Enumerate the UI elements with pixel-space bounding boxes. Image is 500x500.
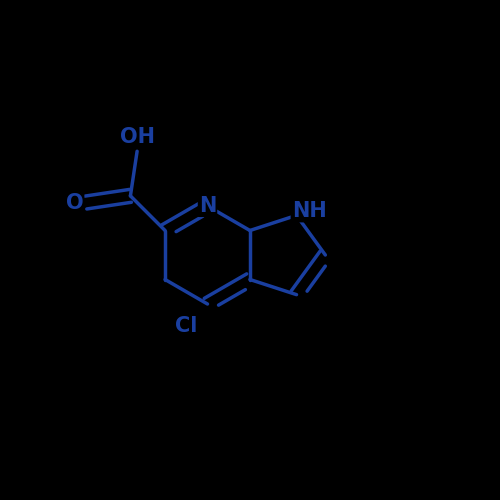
Text: Cl: Cl [175,316,198,336]
Text: OH: OH [120,128,154,148]
Text: N: N [199,196,216,216]
Text: O: O [66,192,84,212]
Text: NH: NH [292,202,326,222]
